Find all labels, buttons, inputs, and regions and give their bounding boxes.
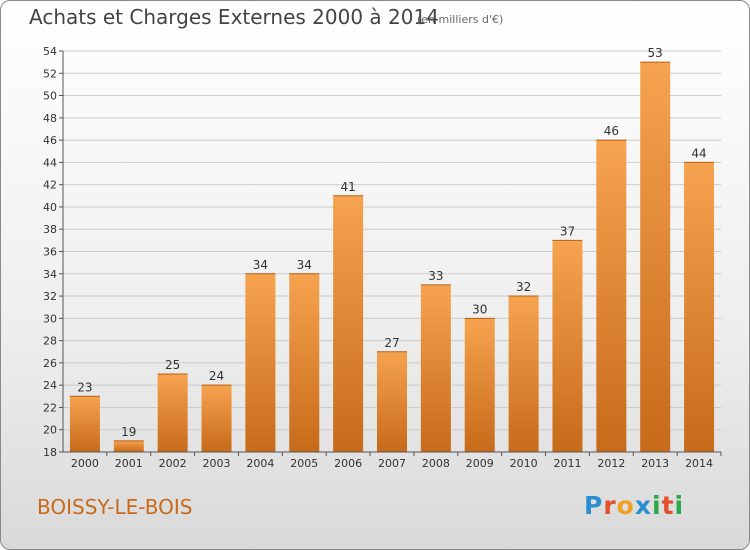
- bar: [377, 351, 407, 452]
- y-tick-label: 30: [43, 312, 57, 325]
- logo-letter: i: [652, 491, 662, 520]
- x-tick-label: 2004: [246, 457, 274, 470]
- y-tick-label: 32: [43, 290, 57, 303]
- bar-value-label: 37: [560, 224, 575, 238]
- x-tick-label: 2009: [466, 457, 494, 470]
- bar-value-label: 23: [77, 380, 92, 394]
- bar-value-label: 33: [428, 269, 443, 283]
- y-tick-label: 42: [43, 179, 57, 192]
- bar: [508, 296, 539, 452]
- y-tick-label: 18: [43, 446, 57, 459]
- x-tick-label: 2005: [290, 457, 318, 470]
- commune-name: BOISSY-LE-BOIS: [37, 495, 193, 519]
- bar: [157, 374, 188, 452]
- bar: [245, 273, 276, 452]
- bar: [69, 396, 100, 452]
- bars: [69, 61, 715, 453]
- y-tick-label: 44: [43, 156, 57, 169]
- y-tick-label: 54: [43, 45, 57, 58]
- bar: [289, 273, 320, 452]
- bar: [333, 195, 364, 453]
- y-tick-label: 24: [43, 379, 57, 392]
- bar-value-label: 44: [691, 146, 706, 160]
- y-tick-label: 20: [43, 424, 57, 437]
- axes: [59, 50, 722, 456]
- y-tick-label: 52: [43, 67, 57, 80]
- bar: [113, 440, 144, 452]
- x-tick-label: 2003: [203, 457, 231, 470]
- bar-value-label: 53: [648, 46, 663, 60]
- bar: [684, 162, 715, 452]
- logo-letter: o: [616, 491, 635, 520]
- bar: [640, 62, 671, 453]
- bar: [201, 385, 232, 452]
- chart-title: Achats et Charges Externes 2000 à 2014: [29, 5, 439, 29]
- bar-value-label: 34: [253, 258, 268, 272]
- logo-letter: x: [634, 491, 652, 520]
- labels: 18 20 22 24 26 28 30 32 34 36 38 40 42 44 46 48 50 52 54 23…: [43, 45, 713, 470]
- x-tick-label: 2013: [641, 457, 669, 470]
- chart-subtitle: (en milliers d'€): [417, 13, 504, 26]
- y-tick-label: 50: [43, 90, 57, 103]
- x-tick-label: 2002: [159, 457, 187, 470]
- bar-value-label: 32: [516, 280, 531, 294]
- logo-letter: i: [674, 491, 685, 520]
- y-tick-label: 36: [43, 246, 57, 259]
- bar: [420, 284, 451, 452]
- x-tick-label: 2011: [553, 457, 581, 470]
- bar-value-label: 19: [121, 425, 136, 439]
- bar-value-label: 25: [165, 358, 180, 372]
- bar-value-label: 24: [209, 369, 224, 383]
- logo-letter: t: [661, 491, 675, 520]
- y-tick-label: 46: [43, 134, 57, 147]
- logo-letter: P: [584, 491, 604, 520]
- x-tick-label: 2010: [510, 457, 538, 470]
- y-tick-label: 28: [43, 335, 57, 348]
- bar-value-label: 46: [604, 124, 619, 138]
- x-tick-label: 2006: [334, 457, 362, 470]
- y-tick-label: 40: [43, 201, 57, 214]
- proxiti-logo: Proxiti: [584, 491, 684, 520]
- bar: [552, 240, 583, 452]
- logo-letter: r: [603, 491, 617, 520]
- x-tick-label: 2007: [378, 457, 406, 470]
- x-tick-label: 2008: [422, 457, 450, 470]
- bar-value-label: 34: [297, 258, 312, 272]
- y-tick-label: 48: [43, 112, 57, 125]
- bar: [464, 318, 495, 452]
- bar-value-label: 41: [340, 180, 355, 194]
- x-tick-label: 2012: [597, 457, 625, 470]
- y-tick-label: 34: [43, 268, 57, 281]
- y-tick-label: 26: [43, 357, 57, 370]
- bar: [596, 140, 627, 452]
- x-tick-label: 2001: [115, 457, 143, 470]
- bar-value-label: 30: [472, 302, 487, 316]
- y-tick-label: 22: [43, 401, 57, 414]
- x-tick-label: 2014: [685, 457, 713, 470]
- y-tick-label: 38: [43, 223, 57, 236]
- bar-value-label: 27: [384, 336, 399, 350]
- x-tick-label: 2000: [71, 457, 99, 470]
